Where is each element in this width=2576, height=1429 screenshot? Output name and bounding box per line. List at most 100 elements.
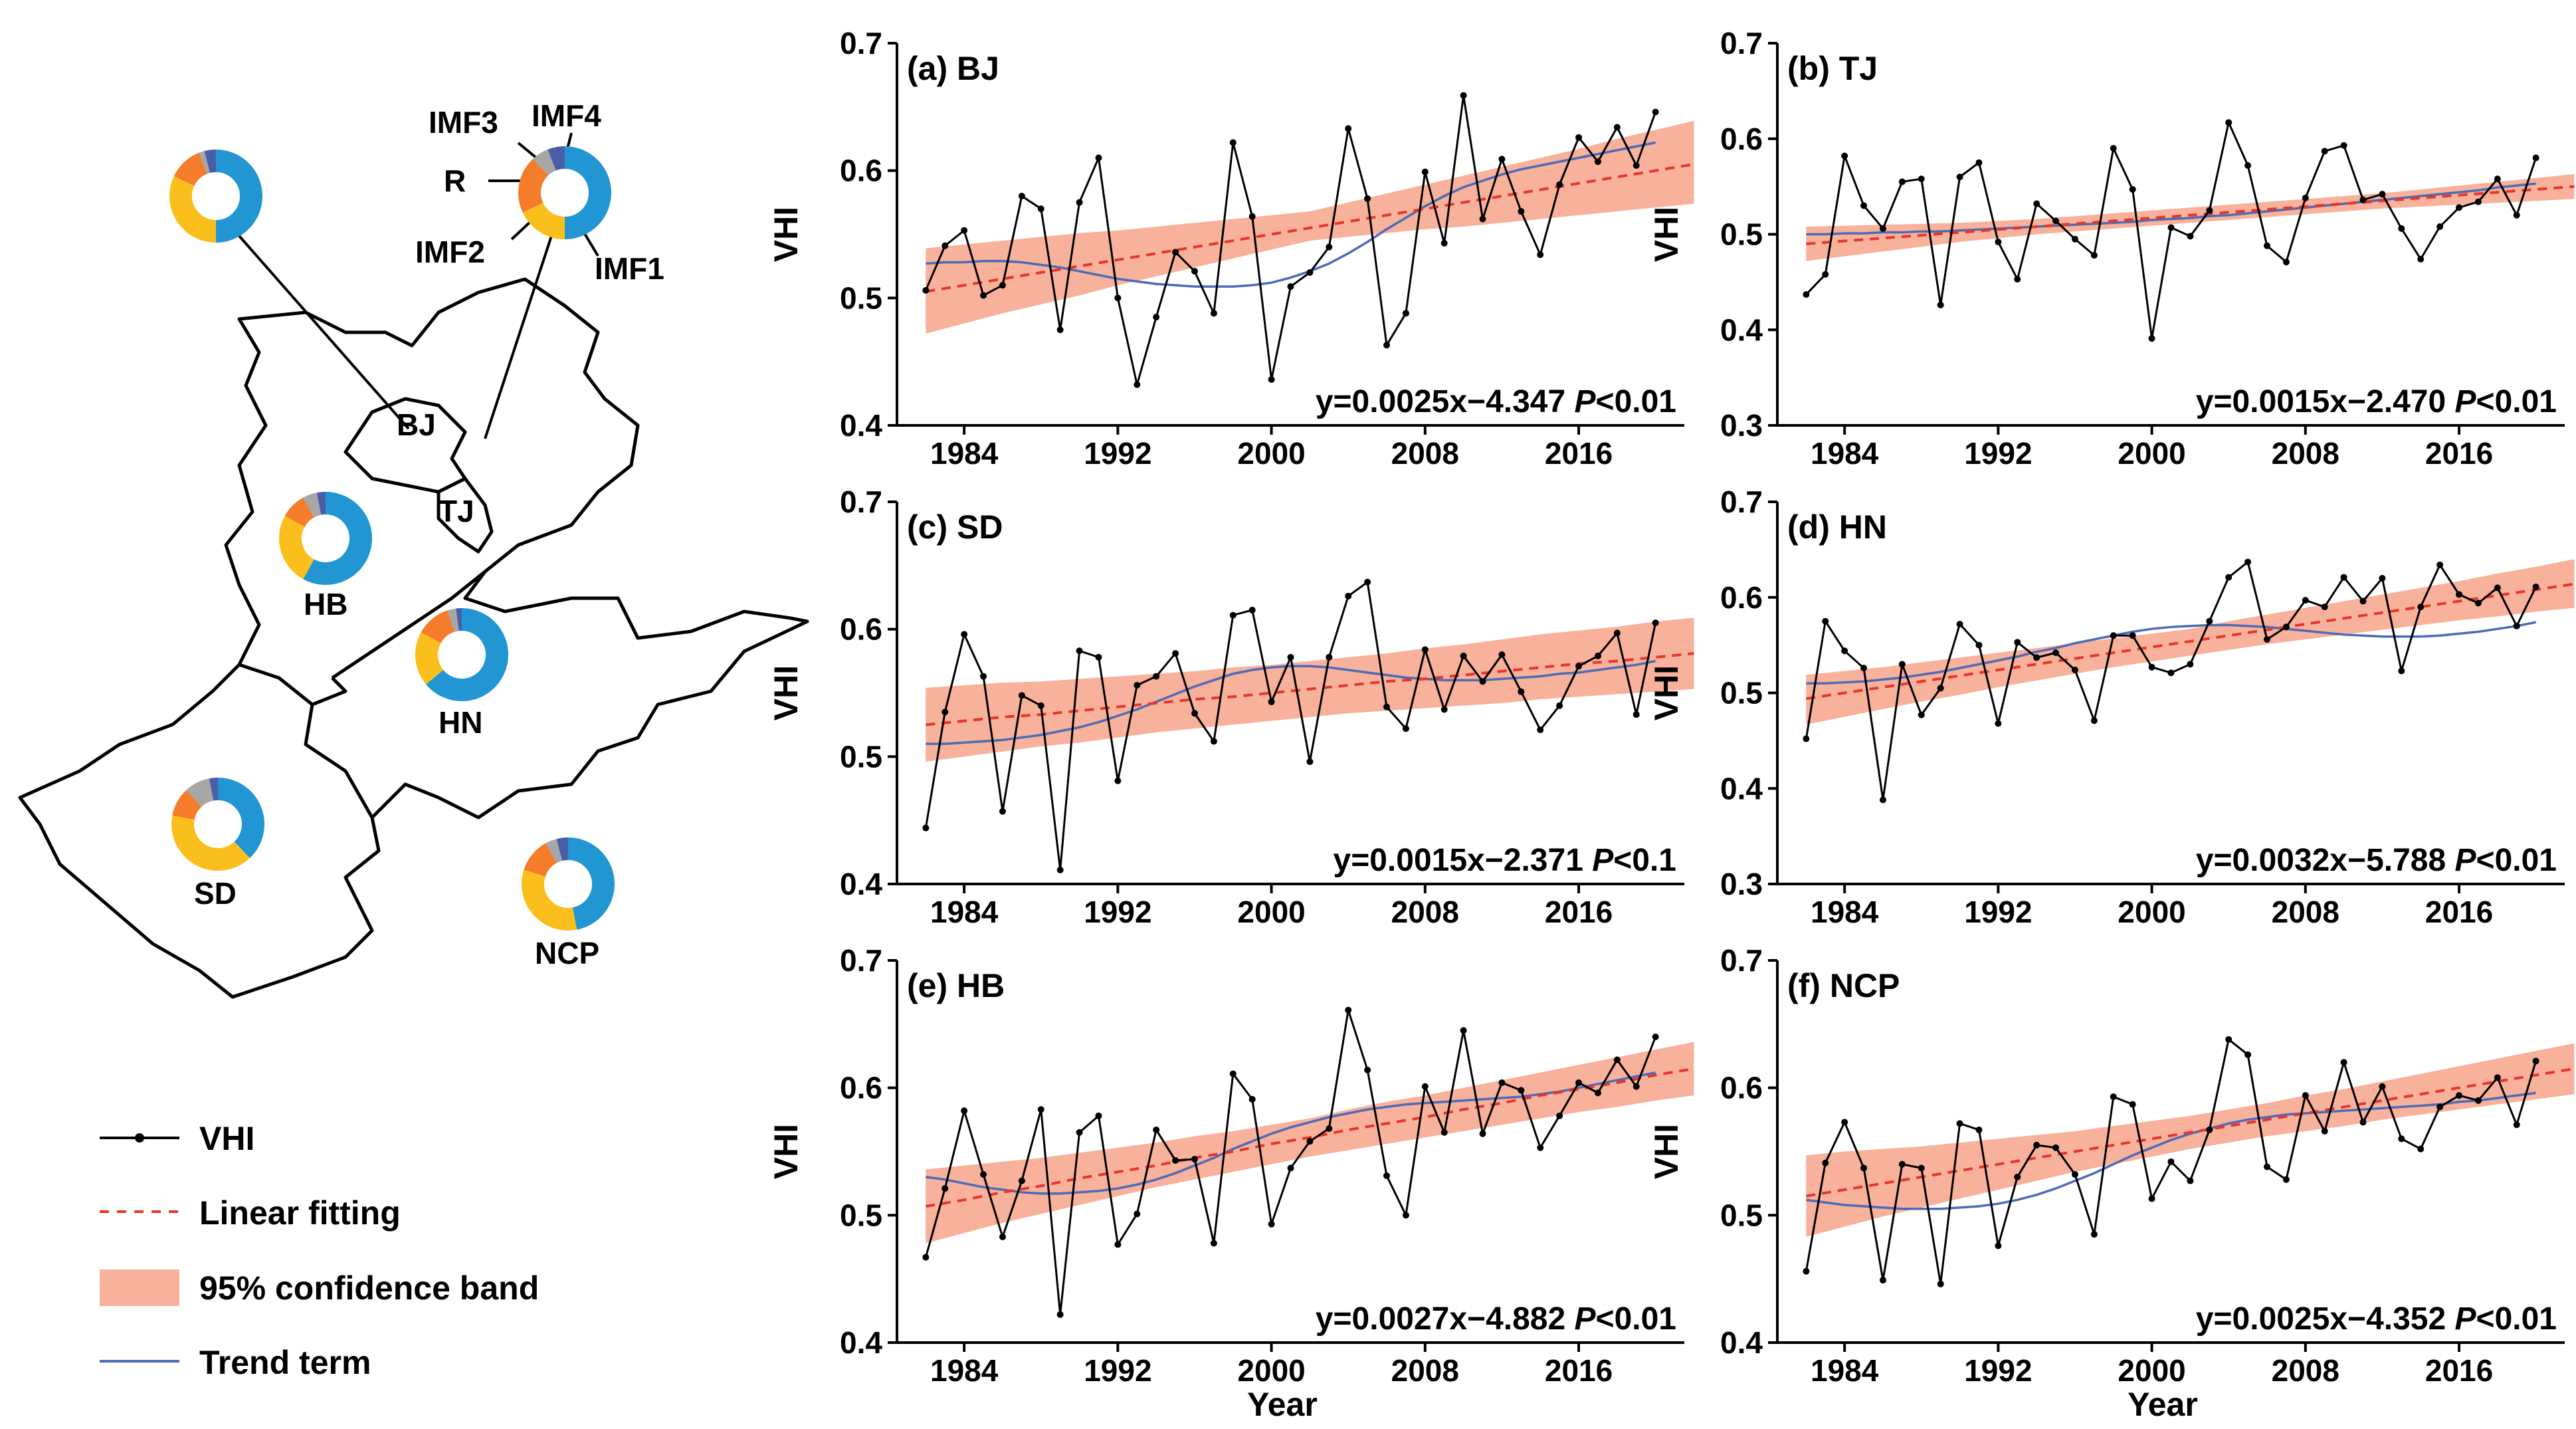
leader-bj (238, 235, 410, 430)
vhi-point (2417, 604, 2425, 611)
map-label-ncp: NCP (535, 936, 599, 970)
vhi-point (980, 292, 987, 299)
vhi-point (2129, 632, 2136, 639)
vhi-point (1594, 158, 1601, 165)
y-tick-label: 0.7 (1720, 26, 1763, 60)
map-outline-ncp (18, 277, 809, 999)
donut-ncp-slice-r (556, 837, 569, 861)
vhi-point (1037, 1106, 1044, 1113)
panel-hn: 0.3 0.4 0.5 0.6 0.7 1984 1992 2000 2008 2016 VHI (d… (1648, 485, 2575, 929)
map-label-imf2: IMF2 (415, 235, 485, 269)
vhi-point (2436, 561, 2444, 568)
y-tick-label: 0.6 (840, 612, 882, 647)
vhi-point (961, 1107, 968, 1115)
vhi-point (2148, 335, 2155, 342)
vhi-point (1153, 1126, 1160, 1133)
fit-equation: y=0.0027x−4.882 P<0.01 (1316, 1301, 1676, 1337)
x-axis-title-left: Year (1247, 1386, 1318, 1423)
donut-ncp-slice-imf4 (545, 839, 563, 863)
donut-ncp (522, 837, 615, 931)
vhi-point (1056, 326, 1064, 334)
vhi-point (1440, 1129, 1448, 1136)
vhi-point (1498, 651, 1506, 658)
x-tick-label: 1992 (1964, 436, 2032, 471)
vhi-point (1498, 156, 1506, 163)
vhi-point (1633, 711, 1640, 718)
map-label-tj: TJ (439, 494, 474, 528)
vhi-point (1803, 1267, 1810, 1275)
vhi-point (1556, 702, 1563, 709)
vhi-point (2340, 574, 2347, 581)
vhi-point (1460, 1027, 1467, 1034)
vhi-point (922, 286, 930, 294)
vhi-point (1326, 1125, 1333, 1132)
trend-line (1806, 621, 2536, 685)
vhi-point (2052, 217, 2060, 225)
vhi-point (1898, 178, 1906, 185)
vhi-point (1633, 1083, 1640, 1090)
donut-sd (171, 778, 264, 871)
x-tick-label: 1992 (1084, 1353, 1151, 1388)
vhi-point (2379, 1083, 2386, 1090)
vhi-point (1594, 652, 1601, 659)
vhi-point (2052, 1144, 2060, 1151)
vhi-point (1822, 1159, 1829, 1166)
vhi-point (1345, 125, 1352, 132)
donut-hb-slice-imf2 (279, 516, 315, 580)
vhi-point (1918, 711, 1925, 718)
vhi-point (1421, 1083, 1429, 1090)
donut-tj-slice-imf4 (533, 149, 557, 176)
panel-title: (a) BJ (907, 50, 999, 87)
vhi-point (1575, 134, 1583, 141)
vhi-point (2302, 194, 2309, 201)
y-tick-label: 0.4 (840, 408, 882, 443)
vhi-point (1860, 1164, 1868, 1172)
legend-label-vhi: VHI (199, 1120, 254, 1157)
vhi-point (1613, 124, 1621, 131)
donut-bj-slice-imf4 (199, 151, 211, 174)
linear-fit-line (926, 1067, 1694, 1208)
vhi-point (1153, 673, 1160, 680)
vhi-point (1210, 310, 1217, 317)
y-axis-title: VHI (1648, 665, 1685, 720)
vhi-point (2244, 162, 2252, 169)
vhi-point (2187, 661, 2194, 668)
donut-bj-slice-r (204, 150, 217, 173)
vhi-point (1306, 269, 1314, 276)
donut-tj-slice-imf1 (564, 146, 611, 239)
vhi-point (1326, 653, 1333, 661)
panel-title: (c) SD (907, 508, 1003, 546)
vhi-point (1229, 1070, 1237, 1077)
y-tick-label: 0.5 (840, 739, 882, 774)
y-tick-label: 0.4 (1720, 1325, 1763, 1360)
vhi-point (1975, 1126, 1983, 1133)
vhi-point (2071, 667, 2078, 673)
y-tick-label: 0.6 (840, 1071, 882, 1105)
vhi-point (2321, 148, 2328, 155)
y-tick-label: 0.7 (840, 485, 882, 519)
vhi-point (1594, 1089, 1601, 1097)
vhi-point (1460, 92, 1467, 99)
trend-line (926, 659, 1656, 745)
vhi-point (2417, 255, 2425, 263)
map-boundary-hb-hn (331, 570, 486, 680)
x-axis-title-right: Year (2128, 1386, 2198, 1423)
vhi-point (2225, 119, 2232, 126)
vhi-point (1018, 692, 1025, 699)
vhi-point (1537, 726, 1544, 734)
donut-ncp-slice-imf1 (567, 837, 615, 930)
vhi-point (1153, 314, 1160, 321)
vhi-point (2532, 154, 2539, 162)
vhi-point (1822, 617, 1829, 625)
vhi-point (1803, 291, 1810, 298)
vhi-point (2071, 1171, 2078, 1178)
fit-equation: y=0.0025x−4.352 P<0.01 (2196, 1301, 2557, 1337)
vhi-point (1937, 685, 1944, 692)
vhi-point (2129, 185, 2136, 193)
vhi-point (2494, 175, 2501, 183)
x-tick-label: 2016 (2425, 895, 2493, 929)
vhi-point (2225, 1036, 2232, 1043)
vhi-point (2494, 584, 2501, 592)
donut-bj-slice-imf2 (169, 176, 217, 243)
vhi-point (1210, 738, 1217, 745)
